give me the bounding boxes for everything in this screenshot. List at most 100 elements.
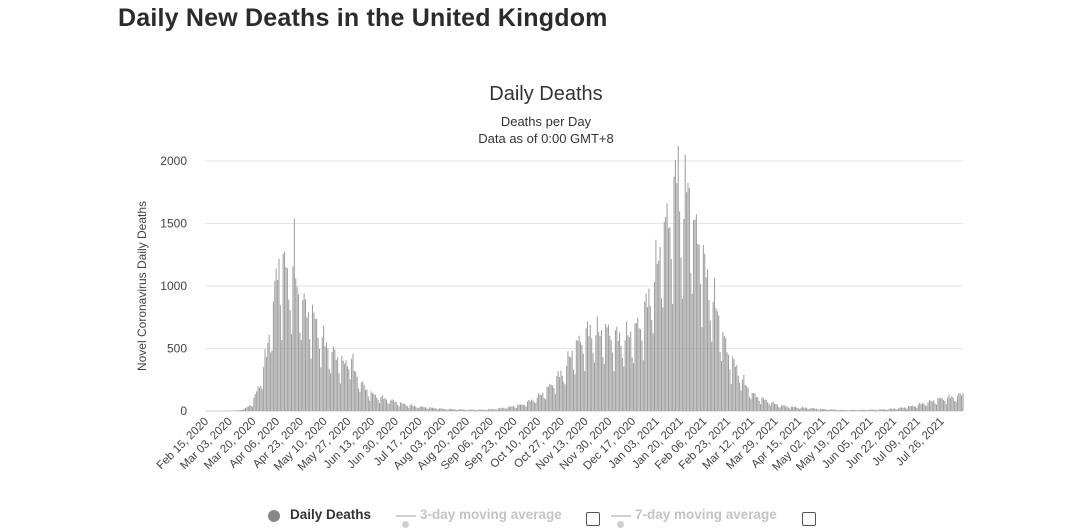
bar — [883, 409, 884, 411]
bar — [302, 300, 303, 411]
bar — [745, 385, 746, 411]
bar — [484, 410, 485, 411]
bar — [777, 404, 778, 411]
bar — [304, 293, 305, 411]
bar — [358, 389, 359, 411]
bar — [390, 400, 391, 411]
bar — [604, 364, 605, 411]
bar — [365, 390, 366, 411]
bar — [245, 408, 246, 411]
bar — [835, 410, 836, 411]
bar — [546, 387, 547, 411]
bar — [600, 336, 601, 411]
bar — [949, 395, 950, 411]
bar — [895, 409, 896, 411]
bar — [375, 395, 376, 411]
bar — [552, 385, 553, 411]
bar — [918, 405, 919, 411]
bar — [563, 382, 564, 411]
bar — [739, 383, 740, 411]
bar — [760, 404, 761, 411]
bar — [780, 407, 781, 411]
bar — [385, 398, 386, 411]
bar — [428, 409, 429, 411]
bar — [415, 407, 416, 411]
bar — [405, 405, 406, 411]
bar — [387, 403, 388, 411]
bar — [249, 405, 250, 411]
bar — [544, 398, 545, 411]
bar — [485, 410, 486, 411]
bar — [893, 409, 894, 411]
bar — [890, 408, 891, 411]
bar — [694, 220, 695, 412]
bar — [914, 406, 915, 411]
bar — [872, 410, 873, 411]
bar — [897, 409, 898, 411]
bar — [276, 269, 277, 411]
bar — [743, 375, 744, 411]
bar — [687, 183, 688, 411]
bar — [309, 339, 310, 411]
bar — [962, 393, 963, 411]
bar — [267, 343, 268, 411]
bar — [657, 264, 658, 411]
bar — [799, 409, 800, 411]
bar — [678, 146, 679, 411]
bar — [930, 401, 931, 411]
bar — [297, 287, 298, 411]
bar — [861, 410, 862, 411]
bar — [477, 410, 478, 411]
bar — [520, 404, 521, 411]
bar — [812, 408, 813, 411]
bar — [326, 343, 327, 411]
bar — [923, 404, 924, 411]
bar — [292, 266, 293, 411]
bar — [935, 403, 936, 411]
gridlines — [205, 161, 963, 411]
bar — [849, 410, 850, 411]
bar — [708, 300, 709, 411]
bar — [411, 404, 412, 411]
bar — [412, 406, 413, 411]
bar — [685, 155, 686, 411]
bar — [312, 305, 313, 411]
bar — [778, 407, 779, 411]
bar — [368, 397, 369, 412]
bar — [672, 304, 673, 411]
bar — [373, 394, 374, 411]
bar — [493, 409, 494, 411]
bar — [669, 227, 670, 411]
bar — [237, 410, 238, 411]
bar — [911, 406, 912, 411]
bar — [481, 410, 482, 411]
bar — [521, 405, 522, 411]
bar — [294, 219, 295, 411]
bar — [697, 244, 698, 411]
bar — [660, 247, 661, 411]
y-axis-label: Novel Coronavirus Daily Deaths — [135, 201, 149, 371]
bar — [785, 406, 786, 411]
bar — [581, 345, 582, 411]
bar — [435, 408, 436, 411]
bar — [879, 409, 880, 411]
bar — [565, 384, 566, 411]
bar — [909, 406, 910, 411]
bar — [855, 410, 856, 411]
bar — [580, 342, 581, 411]
checkbox-7-day-average[interactable] — [802, 512, 816, 526]
bar — [244, 409, 245, 411]
bar — [724, 336, 725, 411]
bar — [502, 408, 503, 411]
bar — [583, 354, 584, 411]
bar — [722, 332, 723, 411]
bar — [301, 340, 302, 411]
checkbox-3-day-average[interactable] — [586, 512, 600, 526]
bar — [315, 319, 316, 411]
bar — [806, 408, 807, 411]
bar — [616, 327, 617, 411]
bar — [350, 379, 351, 411]
bar — [534, 402, 535, 411]
bar — [842, 410, 843, 411]
bar — [322, 338, 323, 411]
